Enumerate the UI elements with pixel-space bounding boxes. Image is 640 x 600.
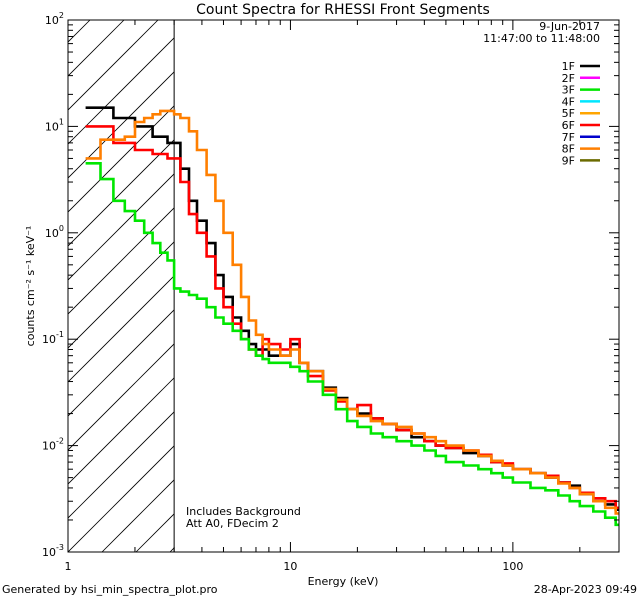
legend-label-8F: 8F (562, 143, 575, 156)
legend-time: 11:47:00 to 11:48:00 (483, 32, 600, 45)
hatch-line (68, 105, 175, 213)
y-tick-label: 102 (45, 11, 64, 27)
series-8F (85, 109, 619, 515)
legend: 9-Jun-2017 11:47:00 to 11:48:00 1F2F3F4F… (483, 20, 600, 167)
x-tick-label: 10 (283, 560, 297, 573)
plot-frame (67, 19, 620, 553)
hatch-line (68, 275, 175, 383)
y-tick-label: 10-3 (42, 543, 64, 559)
x-axis: 1 10 100 (65, 20, 620, 573)
hatch-line (101, 479, 175, 552)
annotation-attenuator: Att A0, FDecim 2 (186, 517, 279, 530)
x-tick-label: 100 (502, 560, 523, 573)
legend-label-7F: 7F (562, 131, 575, 144)
y-axis: 102 101 100 10-1 10-2 10-3 (42, 11, 619, 559)
hatch-line (68, 411, 175, 519)
hatch-line (578, 20, 640, 552)
hatch-line (544, 20, 640, 552)
hatch-line (68, 20, 125, 77)
footer-timestamp: 28-Apr-2023 09:49 (534, 583, 637, 596)
hatch-line (408, 20, 640, 552)
annotation-background: Includes Background (186, 505, 301, 518)
series-6F (85, 125, 619, 510)
hatch-line (68, 20, 159, 111)
hatch-line (68, 71, 175, 179)
hatch-line (68, 207, 175, 315)
legend-label-9F: 9F (562, 154, 575, 167)
y-tick-label: 101 (45, 117, 64, 133)
hatch-line (68, 445, 175, 552)
hatch-line (306, 20, 640, 552)
legend-label-4F: 4F (562, 95, 575, 108)
legend-label-5F: 5F (562, 107, 575, 120)
hatch-line (68, 309, 175, 417)
y-axis-label: counts cm⁻² s⁻¹ keV⁻¹ (24, 226, 37, 347)
hatch-line (374, 20, 640, 552)
legend-label-6F: 6F (562, 119, 575, 132)
hatch-line (0, 20, 22, 552)
y-tick-label: 100 (45, 224, 64, 240)
hatch-line (68, 343, 175, 451)
hatch-line (68, 241, 175, 349)
hatch-line (612, 20, 640, 552)
x-axis-label: Energy (keV) (308, 575, 379, 588)
legend-label-1F: 1F (562, 60, 575, 73)
x-tick-label: 1 (65, 560, 72, 573)
y-tick-label: 10-2 (42, 437, 64, 453)
series-group (85, 106, 619, 527)
legend-label-2F: 2F (562, 72, 575, 85)
footer-generated-by: Generated by hsi_min_spectra_plot.pro (2, 583, 218, 596)
hatch-line (68, 139, 175, 247)
hatch-line (238, 20, 640, 552)
series-3F (85, 162, 619, 527)
y-tick-label: 10-1 (42, 330, 64, 346)
legend-date: 9-Jun-2017 (539, 20, 600, 33)
hatch-line (272, 20, 640, 552)
series-1F (85, 106, 619, 511)
legend-label-3F: 3F (562, 84, 575, 97)
hatch-line (68, 20, 91, 43)
hatch-line (68, 377, 175, 485)
chart-title: Count Spectra for RHESSI Front Segments (196, 2, 490, 18)
